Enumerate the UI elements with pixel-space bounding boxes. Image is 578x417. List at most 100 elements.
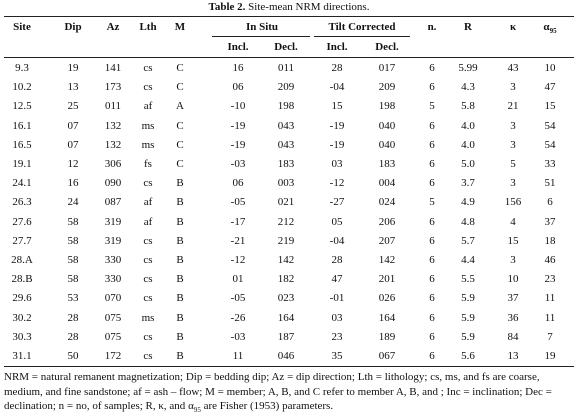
cell: C	[176, 119, 184, 132]
cell: C	[176, 62, 184, 74]
cell: cs	[143, 254, 153, 266]
cell: 01	[232, 273, 244, 286]
cell: 3	[510, 254, 516, 266]
cell: 6	[429, 311, 435, 324]
cell: 10	[544, 62, 556, 74]
cell: 5	[429, 100, 435, 113]
cell: 23	[544, 273, 556, 286]
cell: 132	[104, 119, 122, 132]
cell: 6	[429, 62, 435, 74]
cell: 011	[277, 62, 295, 74]
cell: 330	[104, 254, 122, 266]
group-header: In Situ	[245, 21, 279, 33]
cell: 37	[544, 215, 556, 228]
cell: -04	[329, 81, 345, 94]
cell: 21	[507, 100, 519, 113]
cell: 43	[507, 62, 519, 74]
cell: 06	[232, 81, 244, 94]
cell: cs	[143, 81, 153, 94]
cell: 3	[510, 81, 516, 94]
cell: -19	[230, 119, 246, 132]
cell: 28	[67, 311, 79, 324]
cell: 209	[277, 81, 295, 94]
cell: 58	[67, 234, 79, 247]
cell: C	[176, 158, 184, 170]
sub-header: Decl.	[375, 41, 399, 53]
cell: B	[176, 311, 184, 324]
top-rule	[4, 16, 574, 17]
cell: 5.9	[461, 292, 475, 305]
cell: fs	[144, 158, 152, 170]
cell: 36	[507, 311, 519, 324]
cell: 306	[104, 158, 122, 170]
cell: 5.7	[461, 234, 475, 247]
cell: ms	[141, 119, 155, 132]
cell: 075	[104, 311, 122, 324]
cell: af	[143, 100, 153, 113]
cell: 003	[277, 177, 295, 190]
cell: 046	[277, 350, 295, 362]
sub-header: Incl.	[326, 41, 348, 53]
cell: 207	[378, 234, 396, 247]
cell: 330	[104, 273, 122, 286]
cell: 29.6	[12, 292, 32, 305]
cell: 28	[331, 254, 343, 266]
header-rule	[4, 57, 574, 58]
cell: 46	[544, 254, 556, 266]
cell: 183	[277, 158, 295, 170]
cell: 4	[510, 215, 516, 228]
cell: 84	[507, 330, 519, 343]
cell: cs	[143, 273, 153, 286]
bottom-rule	[4, 366, 574, 367]
cell: 6	[429, 254, 435, 266]
cell: 6	[547, 196, 553, 209]
cell: B	[176, 177, 184, 190]
cell: B	[176, 234, 184, 247]
cell: 07	[67, 119, 79, 132]
cell: 58	[67, 273, 79, 286]
cell: 11	[232, 350, 244, 362]
cell: B	[176, 273, 184, 286]
cell: 6	[429, 273, 435, 286]
cell: 06	[232, 177, 244, 190]
cell: 6	[429, 350, 435, 362]
cell: af	[143, 215, 153, 228]
cell: 172	[104, 350, 122, 362]
cell: -19	[329, 138, 345, 151]
cell: 5.5	[461, 273, 475, 286]
cell: 16	[67, 177, 79, 190]
cell: 10	[507, 273, 519, 286]
cell: -03	[230, 330, 246, 343]
cell: 132	[104, 138, 122, 151]
cell: 183	[378, 158, 396, 170]
cell: 3	[510, 138, 516, 151]
cell: 3	[510, 119, 516, 132]
cell: 021	[277, 196, 295, 209]
cell: 54	[544, 138, 556, 151]
cell: 26.3	[12, 196, 32, 209]
cell: 19	[67, 62, 79, 74]
cell: 6	[429, 177, 435, 190]
sub-header: Decl.	[274, 41, 298, 53]
cell: cs	[143, 292, 153, 305]
cell: 31.1	[12, 350, 32, 362]
cell: B	[176, 215, 184, 228]
cell: 16.1	[12, 119, 32, 132]
cell: 27.7	[12, 234, 32, 247]
sub-header: Incl.	[227, 41, 249, 53]
cell: 319	[104, 234, 122, 247]
cell: 075	[104, 330, 122, 343]
cell: 156	[504, 196, 522, 209]
cell: 6	[429, 234, 435, 247]
cell: 067	[378, 350, 396, 362]
cell: -05	[230, 292, 246, 305]
cell: 51	[544, 177, 556, 190]
cell: -10	[230, 100, 246, 113]
cell: 023	[277, 292, 295, 305]
column-header: α95	[543, 21, 557, 36]
cell: 12.5	[12, 100, 32, 113]
cell: 4.8	[461, 215, 475, 228]
cell: 27.6	[12, 215, 32, 228]
cell: 004	[378, 177, 396, 190]
